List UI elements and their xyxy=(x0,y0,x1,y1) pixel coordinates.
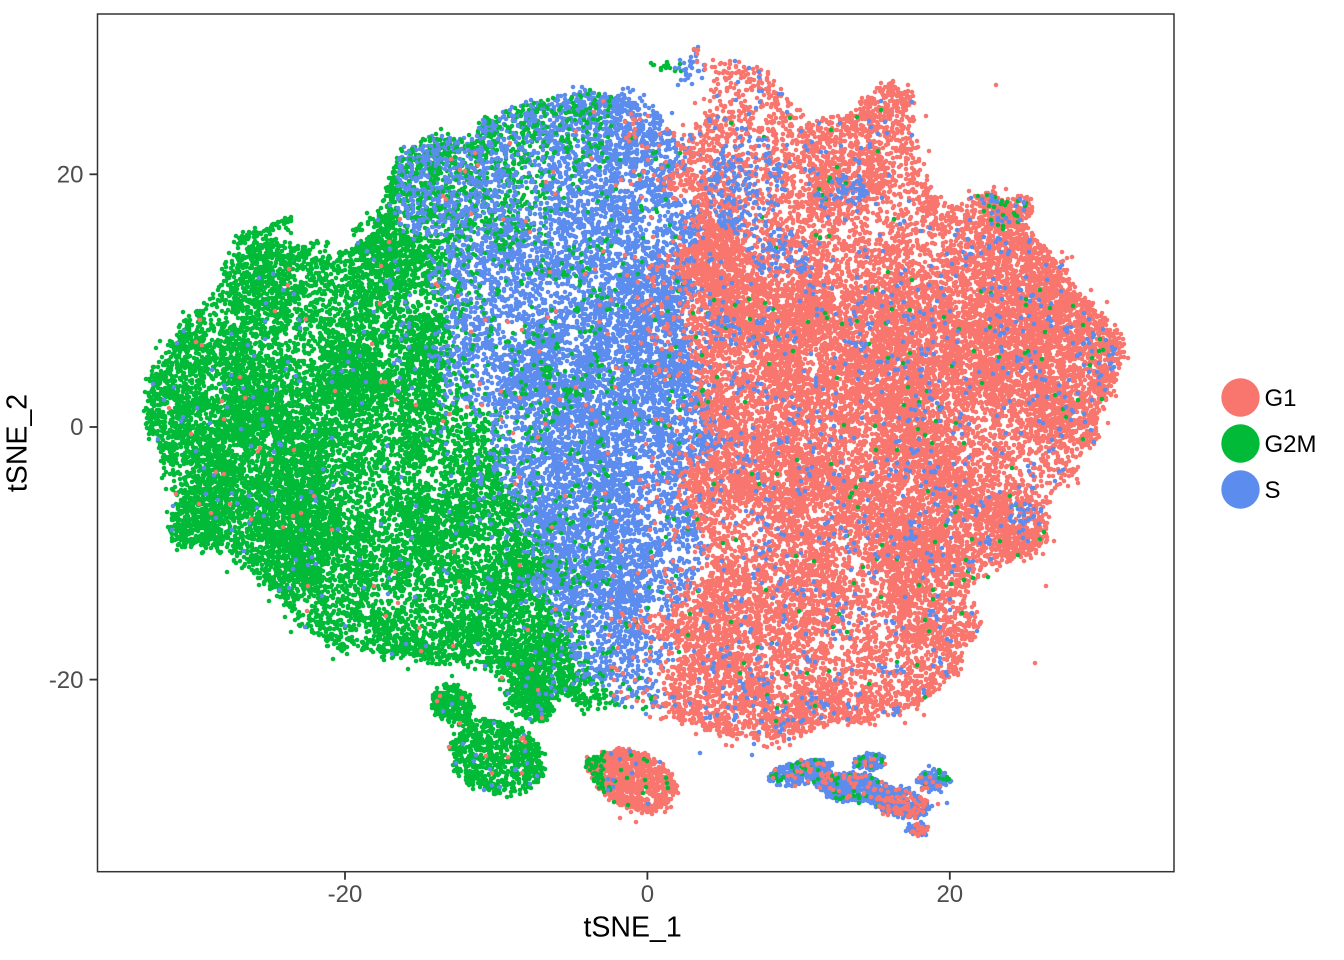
svg-text:G1: G1 xyxy=(1265,385,1297,412)
svg-text:20: 20 xyxy=(936,881,963,908)
svg-text:S: S xyxy=(1265,477,1281,504)
svg-text:-20: -20 xyxy=(49,667,84,694)
svg-text:20: 20 xyxy=(57,162,84,189)
svg-text:tSNE_1: tSNE_1 xyxy=(583,912,681,944)
svg-text:G2M: G2M xyxy=(1265,431,1317,458)
svg-text:-20: -20 xyxy=(328,881,363,908)
svg-text:tSNE_2: tSNE_2 xyxy=(2,394,34,492)
svg-text:0: 0 xyxy=(641,881,654,908)
svg-text:0: 0 xyxy=(70,414,83,441)
